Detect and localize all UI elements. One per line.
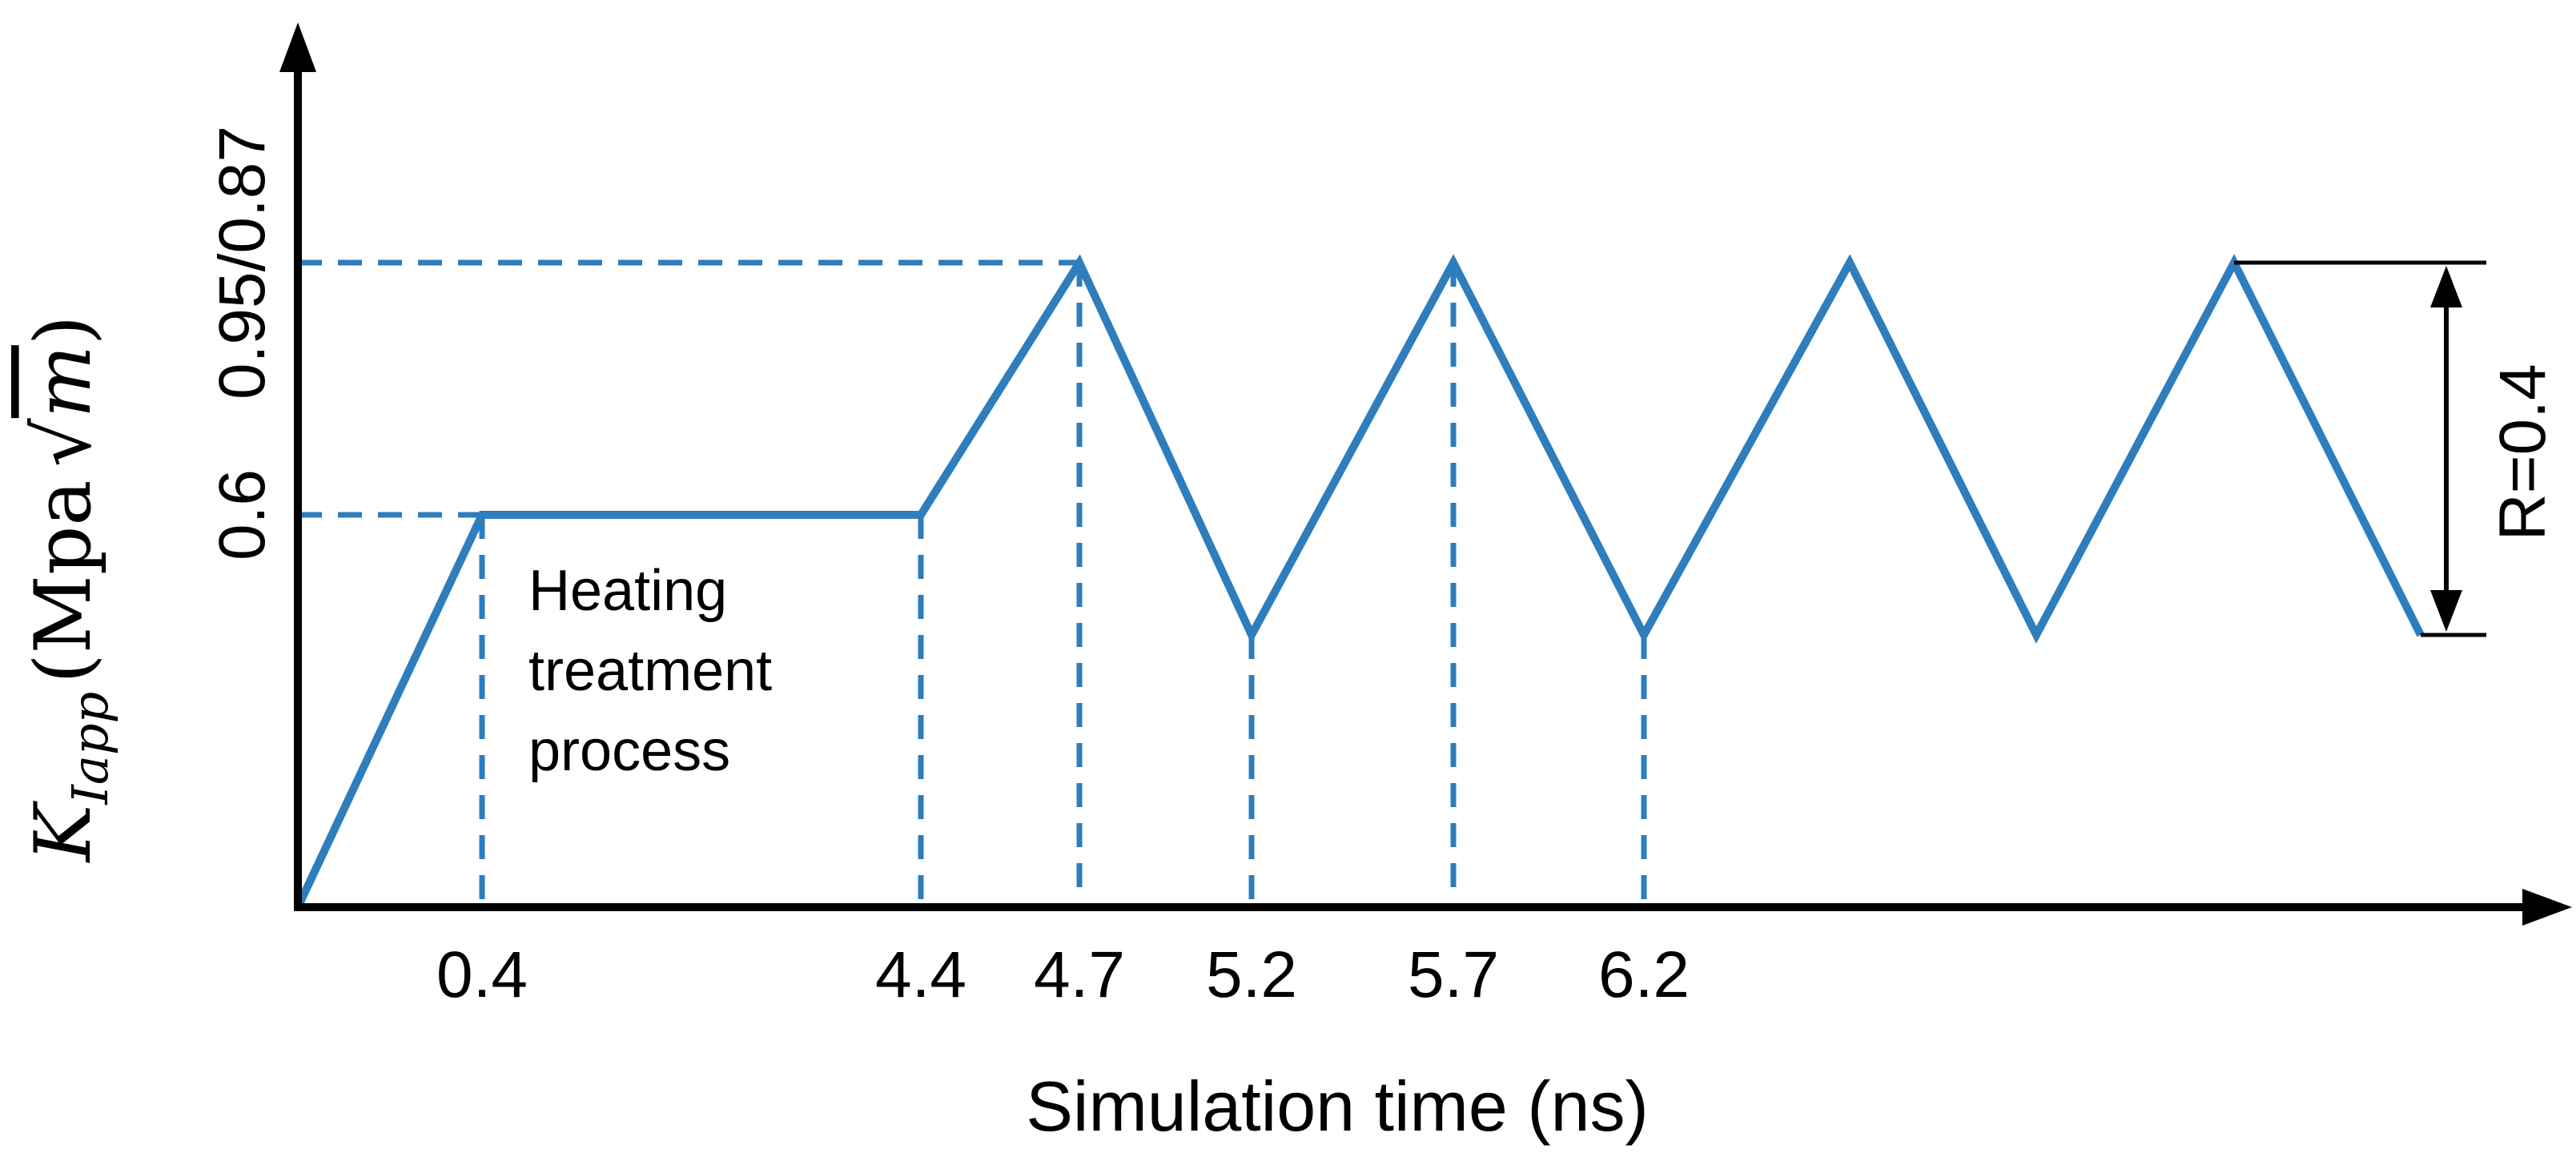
phase-label-line-1: Heating [528,559,727,623]
bracket-arrow-up [2430,266,2462,307]
phase-label-line-3: process [528,719,730,783]
y-axis-unit-var: m [18,345,108,418]
y-axis-unit-suffix: ) [18,315,108,345]
x-tick-label: 4.7 [1034,938,1125,1011]
x-axis-arrowhead [2522,889,2572,926]
y-tick-label: 0.6 [206,469,279,560]
y-tick-label: 0.95/0.87 [206,126,279,400]
heating-treatment-label: Heating treatment process [528,559,788,783]
x-tick-label: 4.4 [875,938,967,1011]
y-axis-arrowhead [279,22,316,72]
x-tick-label: 6.2 [1598,938,1690,1011]
x-axis-title: Simulation time (ns) [1026,1067,1649,1146]
bracket-arrow-down [2430,590,2462,632]
x-tick-label: 5.2 [1206,938,1297,1011]
y-tick-labels: 0.6 0.95/0.87 [206,126,279,560]
axes [279,22,2572,926]
dashed-guides [298,259,1647,907]
series-layer [294,254,2425,910]
y-axis-unit-prefix: (Mpa [18,480,108,683]
y-axis-unit-sqrt: √ [18,417,108,467]
y-axis-subscript: Iapp [61,692,119,805]
phase-label-line-2: treatment [528,639,772,703]
y-axis-symbol: K [18,800,108,863]
stress-ratio-bracket [2234,260,2486,637]
stress-ratio-label: R=0.4 [2486,364,2559,540]
x-tick-label: 0.4 [436,938,528,1011]
load-series-line [294,254,2425,910]
x-tick-label: 5.7 [1408,938,1499,1011]
x-tick-labels: 0.4 4.4 4.7 5.2 5.7 6.2 [436,938,1690,1011]
y-axis-title: KIapp (Mpa √m) [18,315,119,864]
